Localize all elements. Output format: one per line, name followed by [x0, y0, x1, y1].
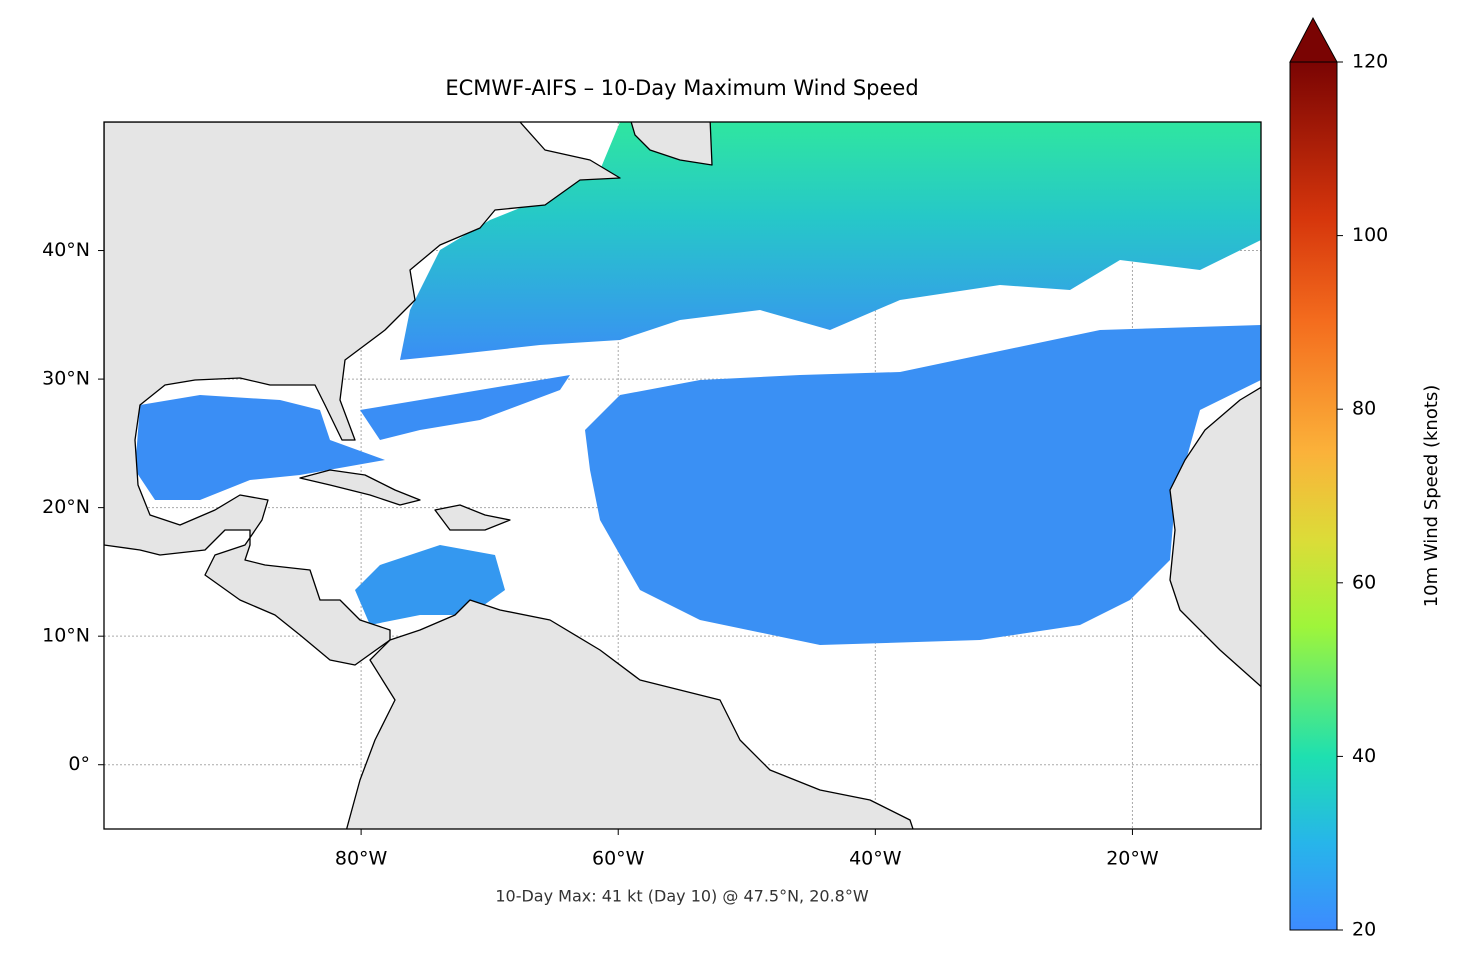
y-tick-label: 10°N	[42, 625, 90, 647]
y-tick-label: 20°N	[42, 496, 90, 518]
land	[345, 599, 914, 829]
x-tick-label: 20°W	[1106, 848, 1159, 870]
wind-field	[135, 395, 385, 500]
colorbar-scale	[1289, 61, 1338, 931]
map-frame	[103, 121, 1262, 830]
y-tick-label: 40°N	[42, 239, 90, 261]
x-tick-label: 80°W	[335, 848, 388, 870]
colorbar-tick-label: 120	[1352, 51, 1388, 73]
colorbar-tick-label: 100	[1352, 224, 1388, 246]
chart-title: ECMWF-AIFS – 10-Day Maximum Wind Speed	[445, 76, 918, 100]
colorbar-label: 10m Wind Speed (knots)	[1421, 385, 1442, 608]
colorbar-extend	[1289, 16, 1338, 63]
land	[104, 122, 621, 666]
land	[1169, 386, 1261, 688]
land	[299, 122, 713, 531]
wind-field	[585, 325, 1261, 645]
colorbar-tick-label: 80	[1352, 398, 1376, 420]
axes: 80°W 60°W 40°W 20°W 40°N 30°N 20°N 10°N 0°	[42, 239, 1159, 869]
wind-field	[360, 375, 570, 440]
colorbar-tick-label: 20	[1352, 919, 1376, 941]
map	[104, 122, 1261, 829]
colorbar-tick-label: 40	[1352, 745, 1376, 767]
colorbar: 10m Wind Speed (knots) 20 40 60 80 100 120	[1289, 16, 1442, 941]
y-tick-label: 0°	[68, 753, 90, 775]
annotation: 10-Day Max: 41 kt (Day 10) @ 47.5°N, 20.…	[495, 887, 869, 906]
wind-field	[400, 122, 1261, 360]
x-tick-label: 40°W	[849, 848, 902, 870]
colorbar-tick-label: 60	[1352, 571, 1376, 593]
y-tick-label: 30°N	[42, 368, 90, 390]
x-tick-label: 60°W	[592, 848, 645, 870]
